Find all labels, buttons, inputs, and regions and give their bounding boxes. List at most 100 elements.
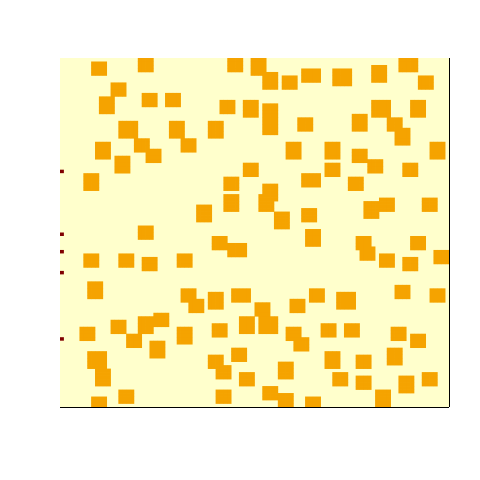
heatmap-cell <box>262 68 267 73</box>
heatmap-cell <box>312 68 318 73</box>
heatmap-cell <box>141 267 146 272</box>
heatmap-cell <box>273 211 279 216</box>
heatmap-cell <box>332 382 337 387</box>
heatmap-cell <box>406 134 411 139</box>
heatmap-cell <box>297 305 302 310</box>
heatmap-cell <box>231 249 236 254</box>
heatmap-cell <box>402 169 407 174</box>
heatmap-cell <box>153 92 158 97</box>
heatmap-cell <box>130 393 135 397</box>
heatmap-cell <box>227 396 232 401</box>
heatmap-cell <box>258 61 263 66</box>
heatmap-cell <box>145 64 150 69</box>
heatmap-cell <box>402 386 407 390</box>
heatmap-cell <box>340 379 345 383</box>
heatmap-cell <box>223 204 228 209</box>
heatmap-cell <box>242 166 248 171</box>
heatmap-cell <box>223 176 228 181</box>
heatmap-cell <box>215 242 220 247</box>
heatmap-cell <box>421 113 427 118</box>
heatmap-cell <box>227 68 232 73</box>
heatmap-cell <box>301 75 306 80</box>
heatmap-cell <box>367 201 372 205</box>
heatmap-cell <box>312 218 318 223</box>
heatmap-cell <box>421 110 427 115</box>
heatmap-cell <box>176 253 181 258</box>
heatmap-cell <box>277 368 283 373</box>
heatmap-cell <box>227 197 232 202</box>
heatmap-cell <box>219 333 224 338</box>
heatmap-cell <box>227 249 232 254</box>
heatmap-cell <box>406 58 411 62</box>
heatmap-cell <box>254 99 259 104</box>
heatmap-cell <box>421 337 427 342</box>
heatmap-cell <box>363 375 368 380</box>
heatmap-cell <box>246 291 251 296</box>
heatmap-cell <box>235 351 240 355</box>
heatmap-cell <box>441 291 446 296</box>
heatmap-cell <box>215 396 220 401</box>
heatmap-cell <box>371 78 376 83</box>
heatmap-cell <box>433 288 438 293</box>
heatmap-cell <box>382 78 388 83</box>
heatmap-cell <box>188 326 193 331</box>
heatmap-cell <box>231 194 236 198</box>
heatmap-cell <box>359 386 364 390</box>
heatmap-cell <box>433 260 438 265</box>
heatmap-cell <box>262 103 267 108</box>
heatmap-cell <box>281 368 286 373</box>
heatmap-cell <box>305 211 310 216</box>
heatmap-cell <box>378 162 384 167</box>
heatmap-cell <box>161 316 166 321</box>
heatmap-cell <box>445 256 450 261</box>
heatmap-cell <box>157 351 162 355</box>
heatmap-cell <box>378 78 384 83</box>
heatmap-cell <box>192 295 197 300</box>
heatmap-cell <box>285 78 290 83</box>
heatmap-cell <box>359 113 364 118</box>
heatmap-cell <box>223 389 228 394</box>
heatmap-cell <box>242 106 248 111</box>
heatmap-cell <box>402 337 407 342</box>
heatmap-cell <box>215 361 220 366</box>
heatmap-cell <box>215 295 220 300</box>
heatmap-cell <box>192 309 197 314</box>
heatmap-cell <box>95 260 100 265</box>
heatmap-cell <box>137 333 143 338</box>
heatmap-cell <box>433 155 438 160</box>
heatmap-cell <box>219 393 224 397</box>
heatmap-cell <box>122 166 127 171</box>
heatmap-cell <box>417 337 423 342</box>
heatmap-cell <box>413 337 419 342</box>
heatmap-cell <box>235 242 240 247</box>
heatmap-cell <box>398 354 403 359</box>
heatmap-cell <box>332 82 337 87</box>
heatmap-cell <box>320 298 325 303</box>
heatmap-cell <box>266 113 271 118</box>
heatmap-cell <box>289 330 294 335</box>
heatmap-cell <box>382 256 388 261</box>
heatmap-cell <box>79 326 84 331</box>
heatmap-cell <box>235 197 240 202</box>
heatmap-cell <box>324 141 329 146</box>
heatmap-cell <box>270 204 275 209</box>
heatmap-cell <box>390 330 395 335</box>
heatmap-cell <box>235 291 240 296</box>
heatmap-cell <box>223 333 228 338</box>
heatmap-cell <box>114 166 119 171</box>
heatmap-cell <box>429 379 434 383</box>
heatmap-cell <box>328 166 333 171</box>
heatmap-cell <box>184 253 189 258</box>
heatmap-cell <box>425 379 430 383</box>
heatmap-cell <box>328 162 333 167</box>
heatmap-cell <box>402 263 407 268</box>
heatmap-cell <box>149 96 154 101</box>
heatmap-cell <box>437 141 442 146</box>
heatmap-cell <box>382 99 388 104</box>
heatmap-cell <box>336 78 341 83</box>
heatmap-cell <box>441 141 446 146</box>
heatmap-cell <box>324 169 329 174</box>
heatmap-cell <box>359 127 364 132</box>
heatmap-cell <box>386 113 391 118</box>
heatmap-cell <box>293 145 298 150</box>
